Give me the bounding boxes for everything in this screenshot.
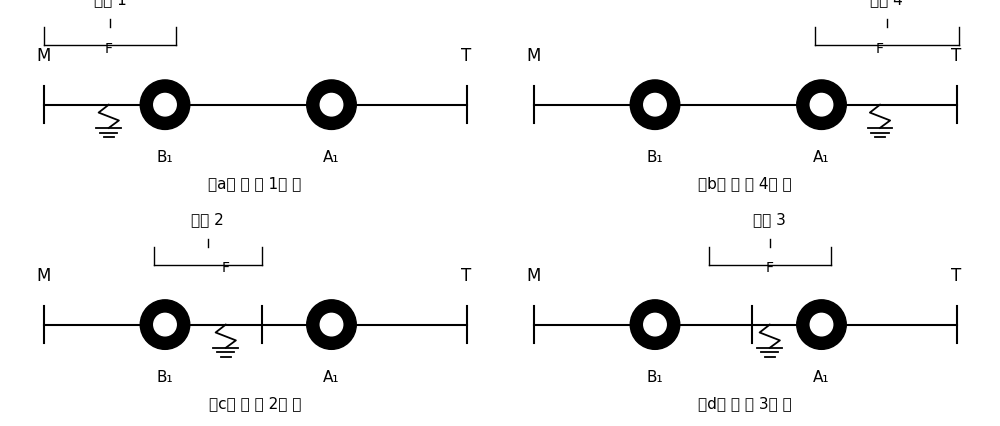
Text: T: T <box>951 266 962 284</box>
Text: A₁: A₁ <box>323 150 340 165</box>
Text: 区段 1: 区段 1 <box>94 0 126 7</box>
Text: F: F <box>766 261 774 275</box>
Ellipse shape <box>810 314 833 336</box>
Text: F: F <box>876 41 884 55</box>
Text: B₁: B₁ <box>157 369 173 384</box>
Text: M: M <box>526 47 541 65</box>
Text: （c） 区 段 2故 障: （c） 区 段 2故 障 <box>209 395 301 410</box>
Ellipse shape <box>644 314 666 336</box>
Text: M: M <box>526 266 541 284</box>
Text: B₁: B₁ <box>647 369 663 384</box>
Text: B₁: B₁ <box>647 150 663 165</box>
Text: A₁: A₁ <box>323 369 340 384</box>
Text: A₁: A₁ <box>813 150 830 165</box>
Text: A₁: A₁ <box>813 369 830 384</box>
Text: B₁: B₁ <box>157 150 173 165</box>
Ellipse shape <box>320 94 343 117</box>
Ellipse shape <box>644 94 666 117</box>
Ellipse shape <box>154 314 176 336</box>
Ellipse shape <box>630 81 680 130</box>
Text: 区段 3: 区段 3 <box>753 212 786 227</box>
Text: （d） 区 段 3故 障: （d） 区 段 3故 障 <box>698 395 792 410</box>
Text: 区段 4: 区段 4 <box>870 0 903 7</box>
Text: T: T <box>461 47 472 65</box>
Ellipse shape <box>810 94 833 117</box>
Ellipse shape <box>797 81 846 130</box>
Text: （a） 区 段 1故 障: （a） 区 段 1故 障 <box>208 176 302 191</box>
Text: F: F <box>222 261 230 275</box>
Text: M: M <box>36 47 51 65</box>
Ellipse shape <box>140 81 190 130</box>
Ellipse shape <box>307 81 356 130</box>
Ellipse shape <box>320 314 343 336</box>
Ellipse shape <box>140 300 190 349</box>
Text: T: T <box>951 47 962 65</box>
Ellipse shape <box>630 300 680 349</box>
Text: 区段 2: 区段 2 <box>191 212 224 227</box>
Text: F: F <box>105 41 113 55</box>
Text: M: M <box>36 266 51 284</box>
Ellipse shape <box>307 300 356 349</box>
Text: （b） 区 段 4故 障: （b） 区 段 4故 障 <box>698 176 792 191</box>
Ellipse shape <box>797 300 846 349</box>
Text: T: T <box>461 266 472 284</box>
Ellipse shape <box>154 94 176 117</box>
